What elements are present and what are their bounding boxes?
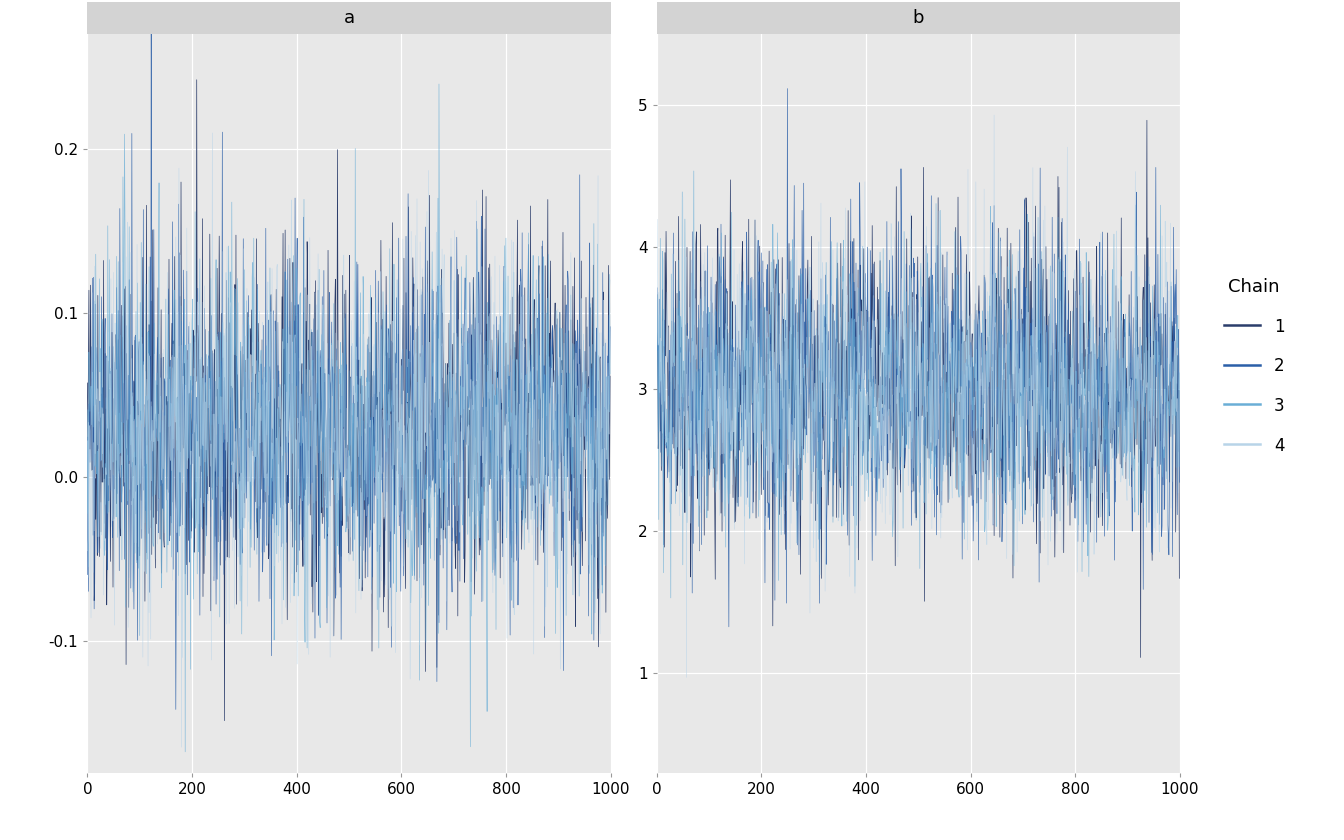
- Text: b: b: [913, 8, 925, 27]
- Legend: 1, 2, 3, 4: 1, 2, 3, 4: [1224, 278, 1285, 454]
- Text: a: a: [344, 8, 355, 27]
